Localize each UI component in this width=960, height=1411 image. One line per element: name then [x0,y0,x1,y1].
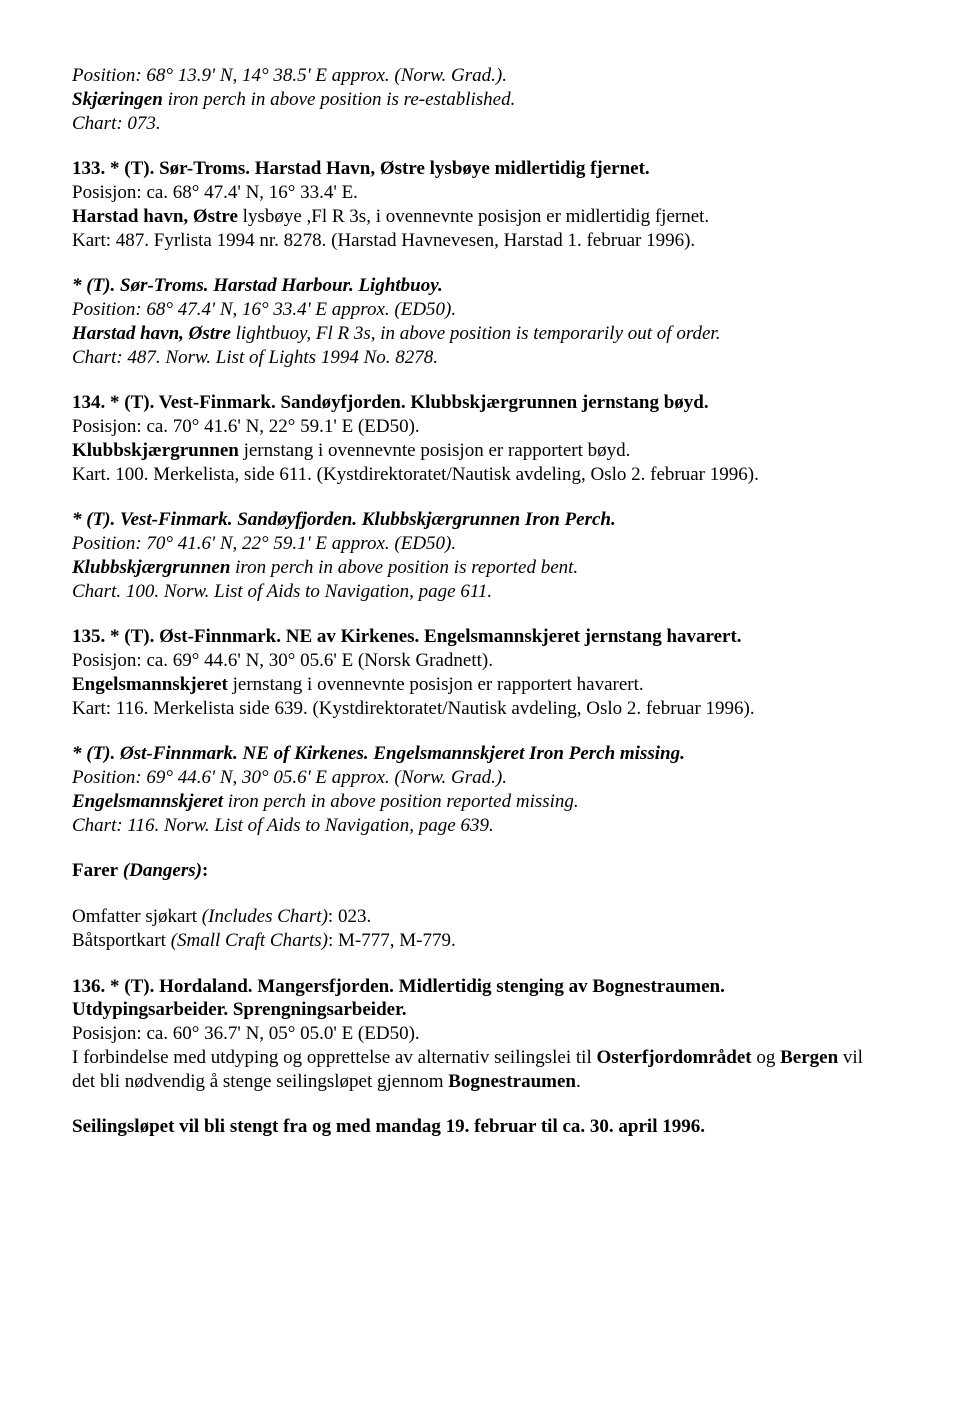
body-text: lightbuoy, Fl R 3s, in above position is… [231,323,721,344]
position-line: Position: 69° 44.6' N, 30° 05.6' E appro… [72,766,888,790]
body-line: Engelsmannskjeret jernstang i ovennevnte… [72,673,888,697]
chart-line: Kart. 100. Merkelista, side 611. (Kystdi… [72,463,888,487]
body-text: jernstang i ovennevnte posisjon er rappo… [228,674,644,695]
text-en: (Small Craft Charts) [171,930,328,951]
chart-line: Chart: 116. Norw. List of Aids to Naviga… [72,814,888,838]
notice-heading: * (T). Sør-Troms. Harstad Harbour. Light… [72,274,888,298]
notice-heading: * (T). Vest-Finmark. Sandøyfjorden. Klub… [72,508,888,532]
dangers-colon: : [202,860,208,881]
notice-heading: 135. * (T). Øst-Finnmark. NE av Kirkenes… [72,625,888,649]
notice-134-no: 134. * (T). Vest-Finmark. Sandøyfjorden.… [72,391,888,486]
place-name: Engelsmannskjeret [72,674,228,695]
body-line: Engelsmannskjeret iron perch in above po… [72,790,888,814]
body-line: Harstad havn, Østre lightbuoy, Fl R 3s, … [72,322,888,346]
closing-line: Seilingsløpet vil bli stengt fra og med … [72,1115,888,1139]
place-name: Bergen [780,1047,838,1068]
notice-135-no: 135. * (T). Øst-Finnmark. NE av Kirkenes… [72,625,888,720]
text: . [576,1071,581,1092]
position-line: Posisjon: ca. 69° 44.6' N, 30° 05.6' E (… [72,649,888,673]
text-en: (Includes Chart) [202,906,328,927]
notice-133-no: 133. * (T). Sør-Troms. Harstad Havn, Øst… [72,157,888,252]
notice-heading: 133. * (T). Sør-Troms. Harstad Havn, Øst… [72,157,888,181]
text: Båtsportkart [72,930,171,951]
body-line: Klubbskjærgrunnen iron perch in above po… [72,556,888,580]
dangers-heading: Farer (Dangers): [72,859,888,883]
text: og [752,1047,781,1068]
dangers-label-no: Farer [72,860,118,881]
body-text: iron perch in above position reported mi… [223,791,579,812]
notice-heading: 134. * (T). Vest-Finmark. Sandøyfjorden.… [72,391,888,415]
body-text: iron perch in above position is reported… [230,557,578,578]
body-text: lysbøye ,Fl R 3s, i ovennevnte posisjon … [238,206,709,227]
position-line: Position: 68° 47.4' N, 16° 33.4' E appro… [72,298,888,322]
text: : M-777, M-779. [328,930,456,951]
position-line: Posisjon: ca. 60° 36.7' N, 05° 05.0' E (… [72,1022,888,1046]
place-name: Osterfjordområdet [597,1047,752,1068]
chart-line: Kart: 116. Merkelista side 639. (Kystdir… [72,697,888,721]
place-name: Klubbskjærgrunnen [72,440,239,461]
chart-line: Chart. 100. Norw. List of Aids to Naviga… [72,580,888,604]
position-line: Posisjon: ca. 68° 47.4' N, 16° 33.4' E. [72,181,888,205]
notice-134-en: * (T). Vest-Finmark. Sandøyfjorden. Klub… [72,508,888,603]
text: I forbindelse med utdyping og opprettels… [72,1047,597,1068]
body-line: Skjæringen iron perch in above position … [72,88,888,112]
body-text: jernstang i ovennevnte posisjon er rappo… [239,440,631,461]
small-craft-line: Båtsportkart (Small Craft Charts): M-777… [72,929,888,953]
body-line: Harstad havn, Østre lysbøye ,Fl R 3s, i … [72,205,888,229]
dangers-label-en: (Dangers) [118,860,202,881]
body-text: iron perch in above position is re-estab… [163,89,516,110]
place-name: Skjæringen [72,89,163,110]
place-name: Bognestraumen [448,1071,576,1092]
place-name: Harstad havn, Østre [72,206,238,227]
closing-text: Seilingsløpet vil bli stengt fra og med … [72,1115,888,1139]
chart-line: Chart: 487. Norw. List of Lights 1994 No… [72,346,888,370]
place-name: Klubbskjærgrunnen [72,557,230,578]
notice-heading-line1: 136. * (T). Hordaland. Mangersfjorden. M… [72,975,888,999]
includes-chart-line: Omfatter sjøkart (Includes Chart): 023. [72,905,888,929]
position-line: Position: 70° 41.6' N, 22° 59.1' E appro… [72,532,888,556]
text: : 023. [328,906,371,927]
notice-135-en: * (T). Øst-Finnmark. NE of Kirkenes. Eng… [72,742,888,837]
notice-heading-line2: Utdypingsarbeider. Sprengningsarbeider. [72,998,888,1022]
chart-line: Kart: 487. Fyrlista 1994 nr. 8278. (Hars… [72,229,888,253]
notice-heading: * (T). Øst-Finnmark. NE of Kirkenes. Eng… [72,742,888,766]
place-name: Engelsmannskjeret [72,791,223,812]
body-line: Klubbskjærgrunnen jernstang i ovennevnte… [72,439,888,463]
position-line: Posisjon: ca. 70° 41.6' N, 22° 59.1' E (… [72,415,888,439]
position-line: Position: 68° 13.9' N, 14° 38.5' E appro… [72,64,888,88]
chart-line: Chart: 073. [72,112,888,136]
place-name: Harstad havn, Østre [72,323,231,344]
notice-fragment-top: Position: 68° 13.9' N, 14° 38.5' E appro… [72,64,888,135]
text: Omfatter sjøkart [72,906,202,927]
body-line: I forbindelse med utdyping og opprettels… [72,1046,888,1094]
dangers-charts: Omfatter sjøkart (Includes Chart): 023. … [72,905,888,953]
notice-133-en: * (T). Sør-Troms. Harstad Harbour. Light… [72,274,888,369]
notice-136: 136. * (T). Hordaland. Mangersfjorden. M… [72,975,888,1094]
